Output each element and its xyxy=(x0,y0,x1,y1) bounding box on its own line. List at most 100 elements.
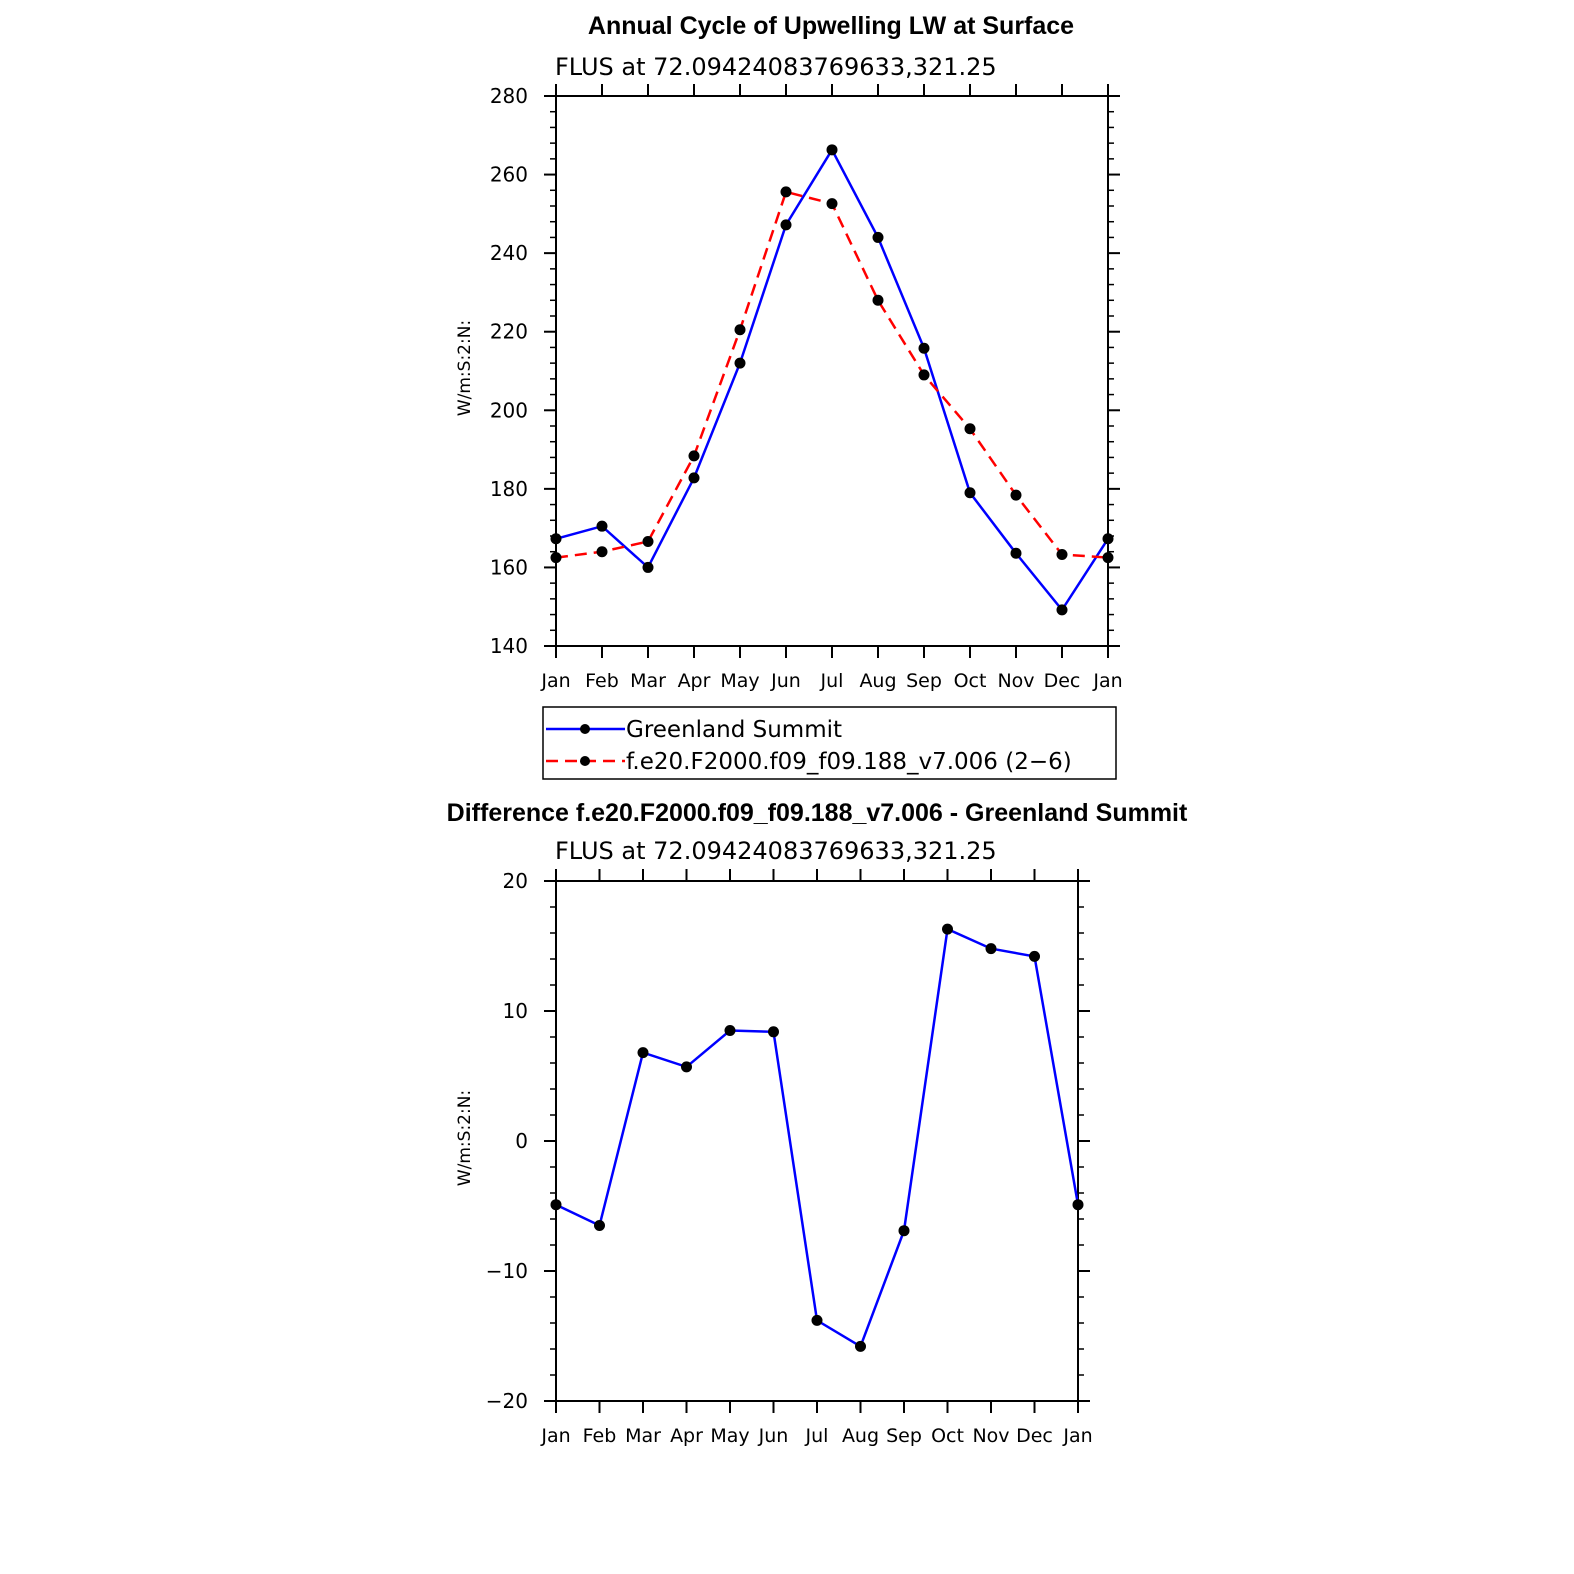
x-tick-label: Nov xyxy=(997,670,1034,692)
y-tick-label: 140 xyxy=(490,634,528,658)
data-point xyxy=(898,1225,910,1237)
data-point xyxy=(594,1220,605,1231)
y-tick-label: 220 xyxy=(490,320,528,344)
legend-box xyxy=(542,706,1117,780)
x-tick-label: Jan xyxy=(1092,670,1122,692)
y-tick-label: 240 xyxy=(490,241,528,265)
data-point xyxy=(642,536,654,547)
legend: Greenland Summit f.e20.F2000.f09_f09.188… xyxy=(542,706,1117,780)
data-point xyxy=(780,186,792,198)
data-point xyxy=(780,219,792,231)
data-point xyxy=(1029,950,1040,962)
data-point xyxy=(826,198,838,210)
data-point xyxy=(642,561,654,573)
axes: −20 −10 0 10 20 Jan Feb Mar Apr May Jun Jul Aug Sep Oc… xyxy=(486,869,1093,1447)
data-point xyxy=(688,450,700,462)
y-tick-label: 0 xyxy=(515,1129,528,1153)
x-tick-label: May xyxy=(710,1425,749,1447)
x-tick-label: Apr xyxy=(670,1425,703,1447)
data-point xyxy=(872,231,884,243)
chart-title: Difference f.e20.F2000.f09_f09.188_v7.00… xyxy=(447,799,1188,827)
x-tick-label: Nov xyxy=(972,1425,1009,1447)
x-tick-label: Sep xyxy=(886,1425,922,1447)
x-tick-label: Oct xyxy=(931,1425,964,1447)
x-tick-label: Dec xyxy=(1044,670,1081,692)
y-tick-label: −10 xyxy=(486,1259,528,1283)
data-point xyxy=(724,1025,736,1036)
legend-label-model: f.e20.F2000.f09_f09.188_v7.006 (2−6) xyxy=(626,749,1072,775)
data-point xyxy=(596,546,608,558)
data-point xyxy=(550,533,562,545)
data-point xyxy=(1010,489,1022,501)
data-point xyxy=(734,357,746,369)
data-point xyxy=(1010,547,1022,559)
series-line xyxy=(555,147,1110,613)
chart-subtitle: FLUS at 72.09424083769633,321.25 xyxy=(555,53,997,81)
y-axis-label: W/m:S:2:N: xyxy=(455,320,475,416)
legend-label-greenland-summit: Greenland Summit xyxy=(626,717,842,743)
data-point xyxy=(1056,604,1068,616)
series-line xyxy=(555,927,1080,1349)
data-point xyxy=(942,923,953,935)
data-point xyxy=(688,472,700,484)
y-tick-label: 200 xyxy=(490,398,528,422)
x-tick-label: Sep xyxy=(906,670,942,692)
annual-cycle-chart: Annual Cycle of Upwelling LW at Surface … xyxy=(455,12,1123,780)
chart-subtitle: FLUS at 72.09424083769633,321.25 xyxy=(555,837,997,865)
data-point xyxy=(550,552,562,564)
x-tick-label: Jan xyxy=(1062,1425,1092,1447)
y-tick-label: 20 xyxy=(503,869,528,893)
data-point xyxy=(964,487,976,499)
legend-marker-greenland-summit xyxy=(580,724,590,734)
data-point xyxy=(985,943,997,955)
data-point xyxy=(964,423,976,435)
difference-chart: Difference f.e20.F2000.f09_f09.188_v7.00… xyxy=(447,799,1188,1447)
data-point xyxy=(768,1026,779,1038)
data-point xyxy=(637,1047,649,1059)
data-point xyxy=(826,144,838,156)
data-point xyxy=(1056,548,1068,560)
chart-title: Annual Cycle of Upwelling LW at Surface xyxy=(588,12,1074,40)
x-tick-label: Feb xyxy=(583,1425,617,1447)
y-axis-label: W/m:S:2:N: xyxy=(455,1090,475,1186)
x-tick-label: Aug xyxy=(842,1425,879,1447)
x-tick-label: Dec xyxy=(1016,1425,1053,1447)
x-tick-label: May xyxy=(720,670,759,692)
x-tick-label: Jun xyxy=(758,1425,789,1447)
axes: 140 160 180 200 220 240 260 280 Jan Feb Mar Apr May J… xyxy=(490,84,1123,692)
x-tick-label: Oct xyxy=(954,670,987,692)
x-tick-label: Aug xyxy=(859,670,896,692)
y-tick-label: 180 xyxy=(490,477,528,501)
data-point xyxy=(811,1314,823,1326)
x-tick-label: Mar xyxy=(630,670,666,692)
y-tick-label: 260 xyxy=(490,163,528,187)
data-point xyxy=(734,324,746,336)
data-point xyxy=(1102,533,1114,545)
x-tick-label: Jul xyxy=(820,670,844,692)
x-tick-label: Jul xyxy=(805,1425,829,1447)
data-point xyxy=(1102,552,1114,564)
legend-marker-model xyxy=(580,756,590,766)
x-tick-label: Jan xyxy=(540,670,570,692)
y-tick-label: −20 xyxy=(486,1389,528,1413)
x-tick-label: Jan xyxy=(540,1425,570,1447)
data-point xyxy=(872,294,884,306)
series-marks xyxy=(550,923,1084,1352)
data-point xyxy=(681,1061,692,1073)
y-tick-label: 280 xyxy=(490,84,528,108)
series-marks xyxy=(550,144,1114,616)
data-point xyxy=(550,1199,562,1211)
x-tick-label: Jun xyxy=(770,670,801,692)
series-line xyxy=(555,190,1109,559)
data-point xyxy=(918,369,930,381)
x-tick-label: Mar xyxy=(625,1425,661,1447)
y-tick-label: 160 xyxy=(490,555,528,579)
data-point xyxy=(1072,1199,1084,1211)
data-point xyxy=(918,342,930,354)
x-tick-label: Apr xyxy=(678,670,711,692)
x-tick-label: Feb xyxy=(585,670,619,692)
y-tick-label: 10 xyxy=(503,999,528,1023)
data-point xyxy=(596,520,608,532)
data-point xyxy=(855,1340,866,1352)
